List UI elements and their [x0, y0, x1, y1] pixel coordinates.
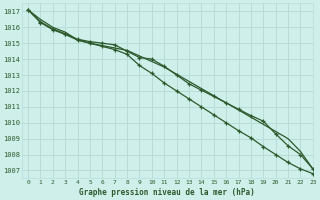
X-axis label: Graphe pression niveau de la mer (hPa): Graphe pression niveau de la mer (hPa) [79, 188, 255, 197]
